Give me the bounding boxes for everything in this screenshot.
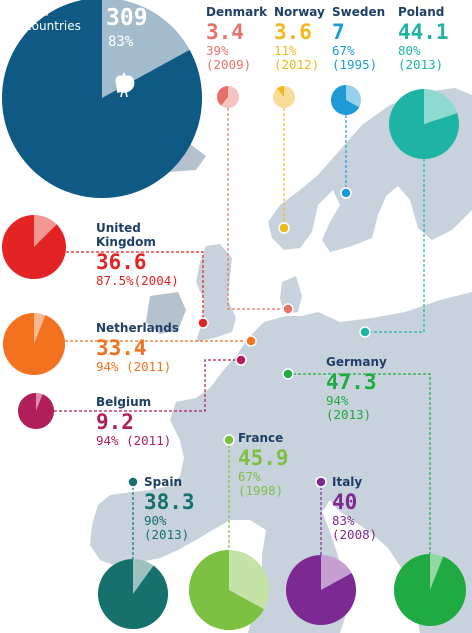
spain-name: Spain xyxy=(144,475,182,489)
denmark-value: 3.4 xyxy=(206,19,244,44)
spain-year: (2013) xyxy=(144,527,190,543)
germany-name: Germany xyxy=(326,355,387,369)
italy-pie-slice xyxy=(286,555,357,625)
france-value: 45.9 xyxy=(238,445,289,470)
poland-year: (2013) xyxy=(398,57,444,73)
netherlands-pie-slice xyxy=(2,313,65,375)
poland-name: Poland xyxy=(398,5,445,19)
sweden-percent: 67% xyxy=(332,42,355,58)
italy-percent: 83% xyxy=(332,512,355,528)
germany-year: (2013) xyxy=(326,407,372,423)
uk-pie-slice xyxy=(1,215,66,279)
denmark-year: (2009) xyxy=(206,57,252,73)
total-label-line1: Total of xyxy=(6,5,50,19)
france-location-dot xyxy=(223,434,235,446)
total-label: Total of 11 countries xyxy=(6,5,81,34)
germany-pie-slice xyxy=(394,554,466,626)
belgium-location-dot xyxy=(235,354,247,366)
italy-name: Italy xyxy=(332,475,363,489)
france-pie-slice xyxy=(189,550,265,630)
spain-label: Spain 38.3 90% (2013) xyxy=(144,475,195,543)
germany-percent: 94% xyxy=(326,392,349,408)
sweden-label: Sweden 7 67% (1995) xyxy=(332,5,386,73)
spain-location-dot xyxy=(127,476,139,488)
germany-label: Germany 47.3 94% (2013) xyxy=(326,355,387,423)
netherlands-percent: 94% (2011) xyxy=(96,358,172,374)
france-year: (1998) xyxy=(238,483,284,499)
netherlands-label: Netherlands 33.4 94% (2011) xyxy=(96,321,180,374)
poland-label: Poland 44.1 80% (2013) xyxy=(398,5,449,73)
belgium-name: Belgium xyxy=(96,395,152,409)
denmark-location-dot xyxy=(282,303,294,315)
total-percent: 83% xyxy=(108,34,134,50)
poland-location-dot xyxy=(359,326,371,338)
france-label: France 45.9 67% (1998) xyxy=(238,431,289,499)
location-dots xyxy=(127,187,371,488)
uk-location-dot xyxy=(197,317,209,329)
netherlands-name: Netherlands xyxy=(96,321,180,335)
denmark-name: Denmark xyxy=(206,5,268,19)
norway-pie-slice xyxy=(276,86,284,97)
ireland-landmass xyxy=(146,292,186,334)
poland-percent: 80% xyxy=(398,42,421,58)
poland-pie-slice xyxy=(389,89,459,160)
uk-name-line2: Kingdom xyxy=(96,234,156,249)
italy-label: Italy 40 83% (2008) xyxy=(332,475,378,543)
norway-label: Norway 3.6 11% (2012) xyxy=(274,5,325,73)
sweden-name: Sweden xyxy=(332,5,386,19)
germany-value: 47.3 xyxy=(326,369,377,394)
denmark-label: Denmark 3.4 39% (2009) xyxy=(206,5,268,73)
france-percent: 67% xyxy=(238,468,261,484)
norway-year: (2012) xyxy=(274,57,320,73)
germany-connector xyxy=(288,373,431,554)
sweden-year: (1995) xyxy=(332,57,378,73)
continent-landmass xyxy=(90,292,472,633)
denmark-pie-slice xyxy=(217,86,228,106)
uk-name-line1: United xyxy=(96,221,141,235)
norway-name: Norway xyxy=(274,5,325,19)
total-label-line2: 11 countries xyxy=(6,18,81,33)
connector-lines xyxy=(54,108,431,559)
sweden-value: 7 xyxy=(332,19,345,44)
denmark-connector xyxy=(227,108,288,310)
sweden-location-dot xyxy=(340,187,352,199)
uk-connector xyxy=(66,251,204,323)
netherlands-location-dot xyxy=(245,335,257,347)
sweden-pie-slice xyxy=(331,85,360,115)
great-britain-landmass xyxy=(196,244,236,342)
italy-value: 40 xyxy=(332,489,358,514)
germany-location-dot xyxy=(282,368,294,380)
uk-value: 36.6 xyxy=(96,249,147,274)
norway-percent: 11% xyxy=(274,42,297,58)
spain-pie-slice xyxy=(98,559,169,629)
italy-year: (2008) xyxy=(332,527,378,543)
denmark-percent: 39% xyxy=(206,42,229,58)
poland-connector xyxy=(365,159,425,333)
italy-location-dot xyxy=(315,476,327,488)
belgium-percent: 94% (2011) xyxy=(96,432,172,448)
poland-value: 44.1 xyxy=(398,19,449,44)
spain-percent: 90% xyxy=(144,512,167,528)
netherlands-value: 33.4 xyxy=(96,335,147,360)
uk-percent: 87.5%(2004) xyxy=(96,272,179,288)
france-name: France xyxy=(238,431,284,445)
norway-value: 3.6 xyxy=(274,19,312,44)
spain-value: 38.3 xyxy=(144,489,195,514)
belgium-value: 9.2 xyxy=(96,409,134,434)
uk-label: United Kingdom 36.6 87.5%(2004) xyxy=(96,221,179,288)
belgium-pie-slice xyxy=(17,393,54,430)
belgium-connector xyxy=(54,359,241,412)
belgium-label: Belgium 9.2 94% (2011) xyxy=(96,395,172,448)
total-value: 309 xyxy=(106,5,148,31)
total-pie-slice xyxy=(2,0,202,198)
norway-location-dot xyxy=(278,222,290,234)
